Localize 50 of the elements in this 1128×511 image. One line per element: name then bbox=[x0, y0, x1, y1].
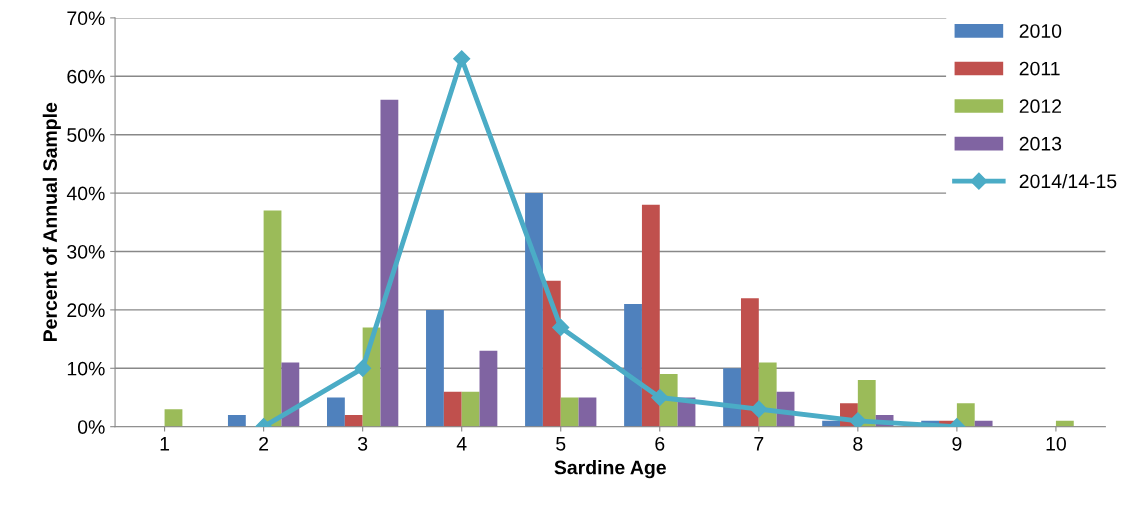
bar bbox=[479, 350, 498, 427]
y-tick-label: 0% bbox=[77, 420, 105, 434]
bar bbox=[281, 362, 300, 427]
point bbox=[651, 388, 669, 407]
bar bbox=[641, 204, 660, 427]
x-tick-label: 3 bbox=[357, 436, 368, 451]
point bbox=[849, 412, 867, 427]
bar bbox=[723, 368, 741, 427]
legend-label: 2012 bbox=[1019, 99, 1062, 114]
bar bbox=[164, 409, 183, 427]
bar bbox=[443, 391, 462, 427]
x-tick-label: 6 bbox=[655, 436, 665, 451]
point bbox=[552, 318, 570, 336]
bar bbox=[624, 304, 642, 427]
point bbox=[453, 50, 471, 68]
y-tick-label: 20% bbox=[67, 303, 105, 318]
y-axis-title: Percent of Annual Sample bbox=[42, 102, 61, 342]
point bbox=[750, 400, 768, 418]
y-tick-label: 10% bbox=[67, 361, 105, 376]
bar bbox=[525, 193, 543, 427]
legend-label: 2014/14-15 bbox=[1019, 173, 1117, 189]
y-tick-label: 30% bbox=[67, 244, 105, 259]
x-tick-label: 9 bbox=[952, 436, 962, 451]
x-tick-label: 4 bbox=[456, 437, 467, 451]
x-tick-label: 5 bbox=[556, 437, 566, 451]
legend-label: 2013 bbox=[1019, 136, 1062, 151]
y-tick-label: 40% bbox=[66, 186, 105, 201]
x-tick-label: 1 bbox=[160, 437, 170, 451]
x-axis-title: Sardine Age bbox=[554, 460, 666, 479]
legend-label: 2010 bbox=[1019, 24, 1062, 38]
y-tick-label: 70% bbox=[67, 11, 105, 26]
point bbox=[354, 359, 372, 377]
y-tick-label: 50% bbox=[67, 128, 105, 142]
bar bbox=[327, 397, 345, 427]
bar bbox=[956, 403, 975, 427]
legend-label: 2011 bbox=[1019, 61, 1060, 76]
bar bbox=[426, 309, 444, 427]
bar bbox=[740, 298, 759, 427]
y-tick-label: 60% bbox=[67, 69, 105, 84]
x-tick-label: 2 bbox=[259, 436, 269, 451]
bar bbox=[344, 415, 363, 427]
x-tick-label: 10 bbox=[1046, 436, 1066, 451]
x-tick-label: 7 bbox=[754, 437, 764, 451]
bar bbox=[263, 210, 282, 427]
bar bbox=[227, 415, 246, 427]
bar bbox=[578, 397, 597, 427]
bar bbox=[380, 99, 399, 427]
x-tick-label: 8 bbox=[853, 436, 863, 451]
bar bbox=[461, 391, 480, 427]
bar bbox=[560, 397, 579, 427]
